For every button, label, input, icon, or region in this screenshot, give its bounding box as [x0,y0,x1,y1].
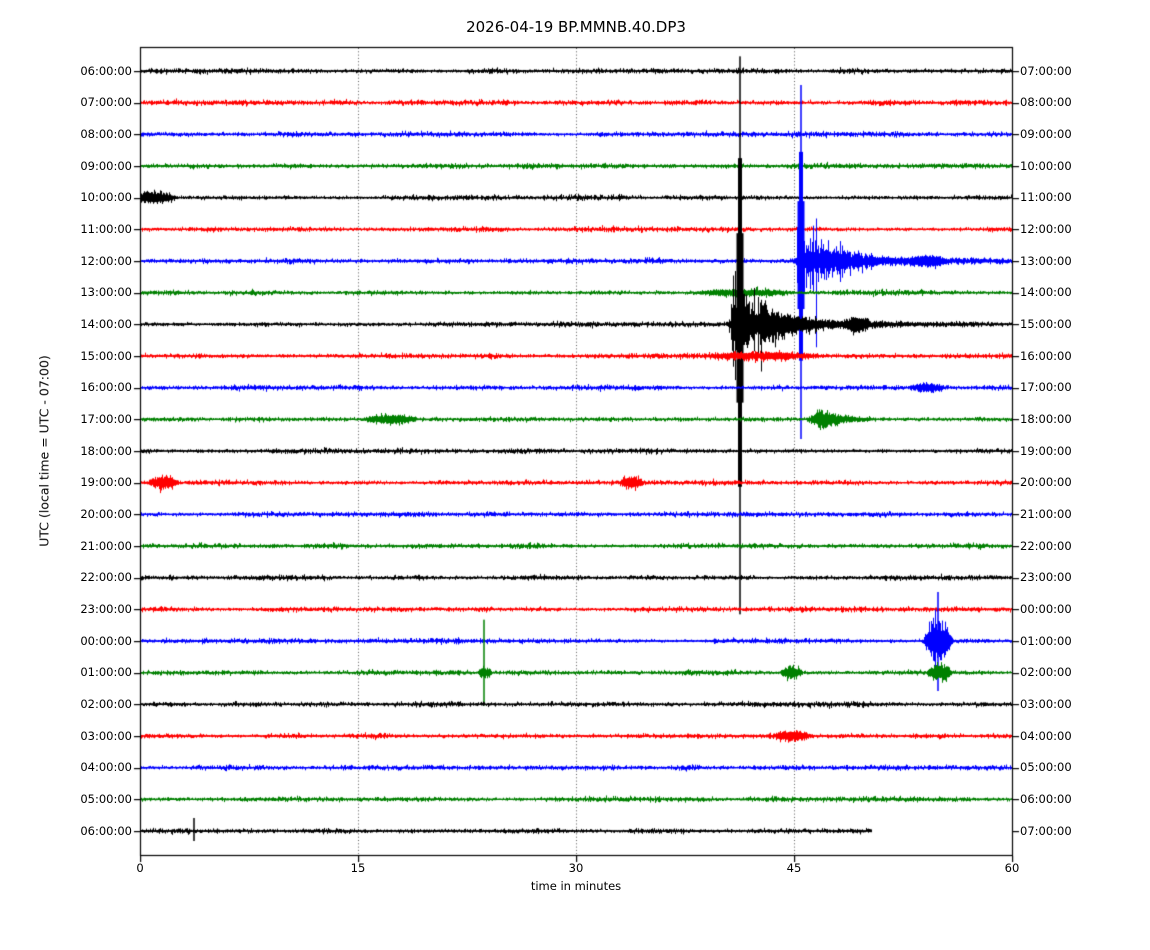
utc-row-label: 23:00:00 [80,601,132,616]
utc-row-label: 19:00:00 [80,475,132,490]
local-row-label: 11:00:00 [1020,190,1072,205]
x-tick-label: 30 [568,861,584,875]
local-row-label: 10:00:00 [1020,158,1072,173]
utc-row-label: 11:00:00 [80,221,132,236]
utc-row-label: 21:00:00 [80,538,132,553]
local-row-label: 04:00:00 [1020,728,1072,743]
x-tick-label: 45 [786,861,802,875]
x-tick-label: 60 [1004,861,1020,875]
utc-row-label: 13:00:00 [80,285,132,300]
utc-row-label: 00:00:00 [80,633,132,648]
local-row-label: 22:00:00 [1020,538,1072,553]
utc-row-label: 14:00:00 [80,316,132,331]
local-row-label: 23:00:00 [1020,570,1072,585]
local-row-label: 21:00:00 [1020,506,1072,521]
local-row-label: 07:00:00 [1020,823,1072,838]
local-row-label: 07:00:00 [1020,63,1072,78]
local-row-label: 00:00:00 [1020,601,1072,616]
utc-row-label: 06:00:00 [80,63,132,78]
utc-row-label: 10:00:00 [80,190,132,205]
x-tick-label: 15 [350,861,366,875]
local-row-label: 16:00:00 [1020,348,1072,363]
local-row-label: 01:00:00 [1020,633,1072,648]
utc-row-label: 20:00:00 [80,506,132,521]
local-row-label: 17:00:00 [1020,380,1072,395]
utc-row-label: 02:00:00 [80,696,132,711]
local-row-label: 12:00:00 [1020,221,1072,236]
utc-row-label: 06:00:00 [80,823,132,838]
local-row-label: 06:00:00 [1020,791,1072,806]
utc-row-label: 08:00:00 [80,126,132,141]
utc-row-label: 18:00:00 [80,443,132,458]
utc-row-label: 04:00:00 [80,760,132,775]
utc-row-label: 17:00:00 [80,411,132,426]
local-row-label: 05:00:00 [1020,760,1072,775]
x-axis-label: time in minutes [530,879,622,893]
utc-row-label: 09:00:00 [80,158,132,173]
local-row-label: 09:00:00 [1020,126,1072,141]
local-row-label: 20:00:00 [1020,475,1072,490]
local-row-label: 08:00:00 [1020,95,1072,110]
x-tick-label: 0 [136,861,144,875]
utc-row-label: 22:00:00 [80,570,132,585]
local-row-label: 19:00:00 [1020,443,1072,458]
utc-row-label: 01:00:00 [80,665,132,680]
local-row-label: 13:00:00 [1020,253,1072,268]
local-row-label: 14:00:00 [1020,285,1072,300]
local-row-label: 18:00:00 [1020,411,1072,426]
local-row-label: 03:00:00 [1020,696,1072,711]
local-row-label: 15:00:00 [1020,316,1072,331]
utc-row-label: 16:00:00 [80,380,132,395]
utc-row-label: 15:00:00 [80,348,132,363]
local-row-label: 02:00:00 [1020,665,1072,680]
utc-row-label: 12:00:00 [80,253,132,268]
utc-row-label: 03:00:00 [80,728,132,743]
utc-row-label: 05:00:00 [80,791,132,806]
chart-title: 2026-04-19 BP.MMNB.40.DP3 [466,18,686,36]
utc-row-label: 07:00:00 [80,95,132,110]
